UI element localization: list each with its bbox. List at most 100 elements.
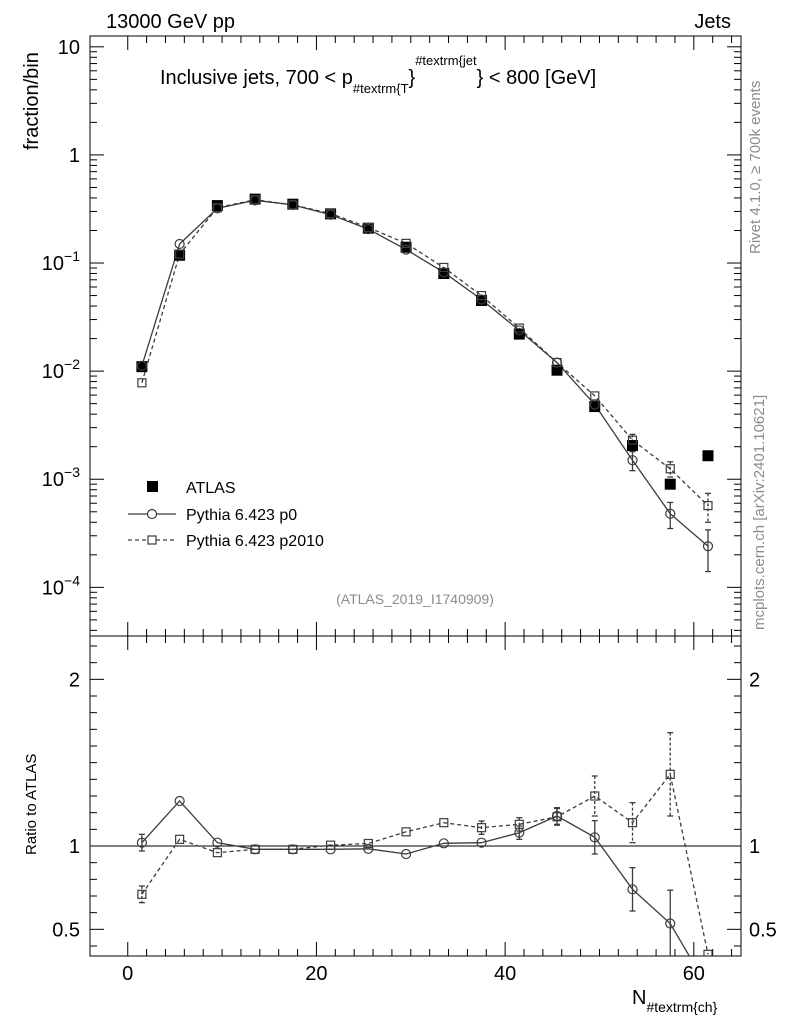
p2010-point [175, 249, 185, 259]
ratio-y-tick-label: 1 [69, 836, 80, 858]
p0-point [400, 244, 412, 255]
atlas-point [513, 328, 525, 340]
legend-label-atlas: ATLAS [186, 480, 236, 497]
ratio-p2010-point [552, 812, 562, 822]
ratio-p2010-point [476, 823, 487, 833]
x-tick-label: 60 [683, 963, 705, 985]
legend-label-p0: Pythia 6.423 p0 [186, 507, 297, 524]
ratio-y-tick-label: 0.5 [52, 919, 80, 941]
atlas-point [476, 295, 488, 307]
x-tick-label: 40 [494, 963, 516, 985]
ratio-p0-point [212, 837, 223, 848]
main-y-tick-label: 10−2 [42, 356, 80, 383]
x-axis-label: N#textrm{ch} [632, 987, 718, 1015]
main-y-axis-label: fraction/bin [21, 52, 43, 150]
ratio-p0-point [476, 837, 487, 848]
atlas-point [362, 222, 374, 234]
p2010-point [439, 262, 449, 273]
ratio-p0-point [627, 884, 638, 895]
p0-point [136, 360, 147, 371]
ratio-p2010-point [288, 844, 298, 854]
ratio-p0-point [665, 918, 676, 929]
legend-marker-atlas [147, 481, 158, 492]
ratio-y-tick-label-right: 0.5 [749, 919, 777, 941]
p2010-point [476, 290, 487, 301]
atlas-point [174, 249, 186, 261]
ratio-p2010-point [590, 791, 600, 801]
p2010-point [552, 357, 562, 368]
atlas-point [702, 450, 714, 462]
ratio-p2010-point [363, 838, 373, 849]
atlas-point [136, 361, 148, 373]
ratio-p2010-point [212, 848, 222, 858]
analysis-label: (ATLAS_2019_I1740909) [336, 591, 494, 607]
main-y-tick-label: 10−3 [42, 464, 80, 491]
p2010-point [514, 323, 524, 333]
p2010-point [325, 208, 336, 219]
ratio-line-p2010 [141, 772, 709, 955]
atlas-point [211, 200, 223, 212]
p0-point [174, 238, 185, 250]
main-y-tick-label: 10−1 [42, 248, 80, 275]
legend: ATLAS Pythia 6.423 p0 Pythia 6.423 p2010 [128, 480, 324, 550]
atlas-point [664, 478, 676, 490]
series-line-p2010 [141, 199, 709, 507]
main-y-tick-label: 10 [58, 37, 80, 59]
mcplots-label: mcplots.cern.ch [arXiv:2401.10621] [751, 395, 768, 630]
ratio-plot-series [90, 732, 741, 956]
header-right: Jets [694, 11, 731, 33]
ratio-p2010-point [439, 818, 449, 828]
ratio-p0-point [589, 832, 600, 843]
p2010-point [401, 238, 411, 248]
ratio-p2010-point [627, 818, 638, 828]
p0-point [627, 455, 638, 466]
axis-tick-labels: 10 1 10−1 10−2 10−3 10−4 0 20 40 60 0.5 0.5 1 1 2 2 [42, 37, 777, 985]
atlas-point [249, 193, 261, 205]
ratio-y-tick-label-right: 1 [749, 836, 760, 858]
atlas-point [627, 440, 638, 452]
ratio-line-p0 [141, 800, 691, 956]
ratio-p2010-point [665, 769, 675, 779]
p2010-point [137, 378, 147, 388]
p0-point [438, 267, 449, 278]
atlas-point [287, 198, 299, 210]
atlas-point [589, 401, 601, 413]
plot-title: Inclusive jets, 700 < p#textrm{T}#textrm… [160, 53, 596, 96]
p2010-point [288, 200, 298, 210]
ratio-p2010-point [325, 840, 336, 850]
ratio-p2010-point [250, 844, 260, 854]
main-y-tick-label: 10−4 [42, 572, 80, 599]
main-plot-series [136, 193, 714, 573]
ratio-plot-frame [89, 635, 742, 957]
p2010-point [363, 222, 373, 233]
atlas-point [325, 208, 337, 220]
ratio-y-tick-label-right: 2 [749, 669, 760, 691]
main-y-tick-label: 1 [69, 145, 80, 167]
ratio-p2010-point [175, 834, 185, 844]
ratio-p2010-point [703, 949, 713, 956]
ratio-p0-point [174, 795, 185, 807]
atlas-point [551, 364, 563, 376]
p2010-point [665, 464, 675, 474]
x-tick-label: 20 [305, 963, 327, 985]
ratio-p0-point [438, 838, 449, 849]
ratio-p2010-point [137, 889, 147, 899]
ratio-y-axis-label: Ratio to ATLAS [23, 754, 40, 855]
legend-label-p2010: Pythia 6.423 p2010 [186, 533, 324, 550]
axis-ticks [90, 36, 741, 956]
p2010-point [627, 435, 638, 445]
x-tick-label: 0 [122, 963, 133, 985]
ratio-p0-point [400, 848, 412, 860]
ratio-p0-point [136, 837, 147, 848]
legend-marker-p0 [146, 508, 158, 520]
p0-point [665, 508, 676, 519]
p2010-point [250, 195, 260, 205]
p2010-point [590, 391, 600, 401]
rivet-version-label: Rivet 4.1.0, ≥ 700k events [747, 81, 764, 254]
p2010-point [212, 203, 222, 213]
ratio-clipped-series [136, 732, 713, 956]
ratio-p0-point [363, 843, 374, 854]
p0-point [702, 541, 714, 552]
ratio-p2010-point [401, 827, 411, 837]
